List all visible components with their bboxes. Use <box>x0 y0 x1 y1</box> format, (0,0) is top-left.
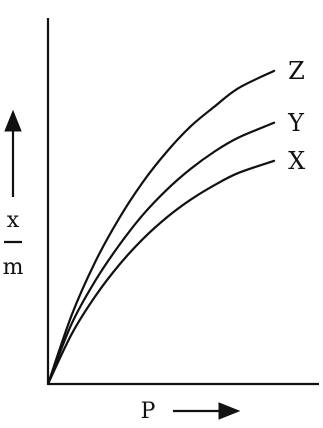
series-line-z <box>46 69 276 386</box>
label-layer: ZYX <box>287 57 305 175</box>
series-label-x: X <box>288 147 305 175</box>
y-axis-label-group: x m <box>3 109 24 280</box>
x-axis-label-group: P <box>141 399 241 424</box>
series-label-z: Z <box>288 57 305 85</box>
series-label-y: Y <box>287 109 305 137</box>
series-layer <box>46 69 276 386</box>
y-axis-arrow-icon <box>4 109 22 132</box>
series-line-x <box>46 159 276 386</box>
series-line-y <box>46 121 276 386</box>
x-axis-arrow-icon <box>218 402 241 420</box>
x-axis-label: P <box>141 399 156 424</box>
y-axis-label-numerator: x <box>7 208 20 233</box>
y-axis-label-denominator: m <box>3 255 24 280</box>
